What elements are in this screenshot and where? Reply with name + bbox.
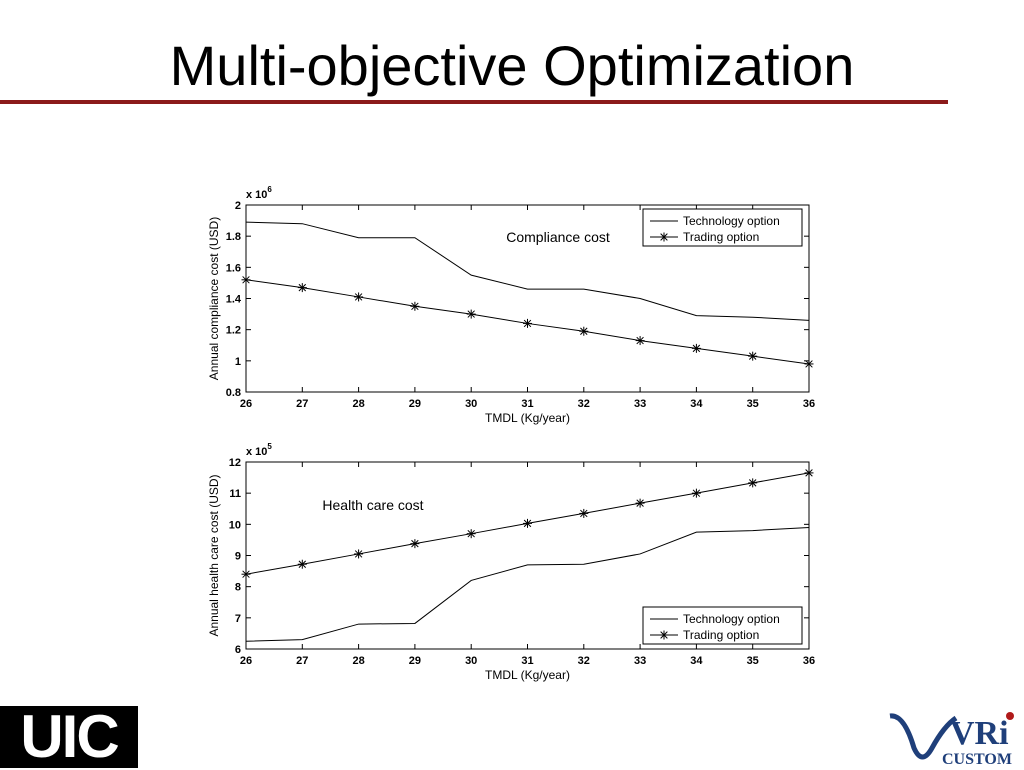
legend: Technology option Trading option bbox=[642, 208, 803, 247]
logo-sub-text: CUSTOM bbox=[942, 751, 1012, 768]
y-tick-label: 11 bbox=[229, 488, 241, 500]
x-tick-label: 35 bbox=[747, 655, 759, 667]
y-tick-label: 1 bbox=[235, 356, 241, 368]
x-tick-label: 28 bbox=[352, 398, 364, 410]
x-tick-label: 31 bbox=[521, 655, 533, 667]
logo-main-text: VRi bbox=[950, 715, 1009, 752]
y-tick-label: 1.8 bbox=[226, 231, 241, 243]
y-tick-label: 8 bbox=[235, 582, 241, 594]
series-line-technology bbox=[245, 526, 810, 642]
data-point-marker bbox=[804, 468, 814, 478]
legend-label: Technology option bbox=[683, 214, 780, 228]
y-scale-factor: x 105 bbox=[246, 442, 272, 458]
legend-box bbox=[642, 606, 803, 645]
data-point-marker bbox=[466, 529, 476, 539]
chart-panel-2: 26 27 28 29 30 31 32 33 34 35 36 6 7 8 9 10 11 12 x 105 TMD… bbox=[207, 442, 815, 682]
x-tick-label: 33 bbox=[634, 398, 646, 410]
data-point-marker bbox=[354, 549, 364, 559]
y-tick-label: 12 bbox=[229, 457, 241, 469]
y-tick-label: 7 bbox=[235, 613, 241, 625]
data-point-marker bbox=[241, 569, 251, 579]
legend-marker bbox=[659, 630, 669, 640]
x-axis-label: TMDL (Kg/year) bbox=[485, 411, 570, 425]
x-tick-label: 34 bbox=[690, 655, 703, 667]
x-tick-label: 30 bbox=[465, 655, 477, 667]
x-axis-label: TMDL (Kg/year) bbox=[485, 668, 570, 682]
series-line-technology bbox=[245, 221, 810, 321]
data-point-marker bbox=[804, 359, 814, 369]
x-tick-label: 29 bbox=[409, 655, 421, 667]
x-tick-label: 33 bbox=[634, 655, 646, 667]
y-tick-label: 9 bbox=[235, 551, 241, 563]
data-point-marker bbox=[297, 283, 307, 293]
data-point-marker bbox=[635, 336, 645, 346]
data-point-marker bbox=[241, 275, 251, 285]
data-point-marker bbox=[691, 343, 701, 353]
y-axis-label: Annual health care cost (USD) bbox=[207, 474, 221, 636]
data-point-marker bbox=[466, 309, 476, 319]
y-axis-label: Annual compliance cost (USD) bbox=[207, 217, 221, 380]
data-point-marker bbox=[579, 326, 589, 336]
data-point-marker bbox=[410, 301, 420, 311]
x-tick-label: 34 bbox=[690, 398, 703, 410]
y-tick-label: 2 bbox=[235, 200, 241, 212]
data-point-marker bbox=[297, 559, 307, 569]
legend-marker bbox=[659, 232, 669, 242]
x-tick-label: 27 bbox=[296, 655, 308, 667]
legend-label: Trading option bbox=[683, 230, 759, 244]
x-tick-label: 31 bbox=[521, 398, 533, 410]
data-point-marker bbox=[523, 318, 532, 328]
y-tick-label: 10 bbox=[229, 519, 241, 531]
y-tick-label: 1.6 bbox=[226, 262, 241, 274]
data-point-marker bbox=[523, 518, 532, 528]
x-tick-label: 35 bbox=[747, 398, 759, 410]
x-tick-label: 32 bbox=[578, 655, 590, 667]
chart-panel-1: 26 27 28 29 30 31 32 33 34 35 36 0.8 1 1.2 1.4 1.6 1.8 2x… bbox=[207, 185, 815, 425]
data-point-marker bbox=[691, 488, 701, 498]
chart-annotation: Health care cost bbox=[322, 497, 423, 513]
y-tick-label: 1.2 bbox=[226, 325, 241, 337]
data-point-marker bbox=[635, 498, 645, 508]
x-tick-label: 36 bbox=[803, 398, 815, 410]
legend: Technology option Trading option bbox=[642, 606, 803, 645]
x-tick-label: 26 bbox=[240, 398, 252, 410]
x-tick-label: 36 bbox=[803, 655, 815, 667]
data-point-marker bbox=[748, 351, 758, 361]
data-point-marker bbox=[410, 539, 420, 549]
logo-swoosh bbox=[889, 713, 958, 760]
x-tick-label: 27 bbox=[296, 398, 308, 410]
data-point-marker bbox=[354, 292, 364, 302]
x-tick-label: 30 bbox=[465, 398, 477, 410]
y-tick-label: 6 bbox=[235, 644, 241, 656]
x-tick-label: 26 bbox=[240, 655, 252, 667]
vri-custom-logo: VRi CUSTOM bbox=[889, 712, 1014, 768]
x-tick-label: 28 bbox=[352, 655, 364, 667]
title-divider bbox=[0, 100, 948, 104]
legend-box bbox=[642, 208, 803, 247]
y-tick-label: 1.4 bbox=[226, 294, 242, 306]
data-point-marker bbox=[579, 508, 589, 518]
legend-label: Trading option bbox=[683, 628, 759, 642]
legend-label: Technology option bbox=[683, 612, 780, 626]
uic-logo: UIC bbox=[0, 706, 138, 768]
y-scale-factor: x 106 bbox=[246, 185, 272, 201]
x-tick-label: 29 bbox=[409, 398, 421, 410]
y-tick-label: 0.8 bbox=[226, 387, 241, 399]
chart-annotation: Compliance cost bbox=[506, 229, 610, 245]
x-tick-label: 32 bbox=[578, 398, 590, 410]
data-point-marker bbox=[748, 478, 758, 488]
slide-title: Multi-objective Optimization bbox=[169, 34, 855, 97]
